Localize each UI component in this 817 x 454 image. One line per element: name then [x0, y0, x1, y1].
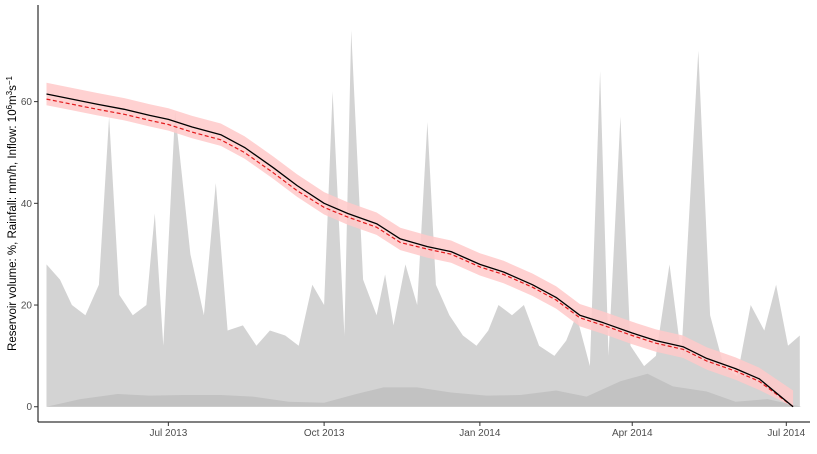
y-axis-title-unit-s: s — [7, 85, 19, 91]
y-axis-title-unit-m: m — [7, 95, 19, 105]
x-tick-label: Apr 2014 — [612, 428, 653, 439]
x-tick-label: Oct 2013 — [304, 428, 345, 439]
observed-line-series — [46, 93, 794, 408]
inflow-series — [46, 30, 800, 407]
y-axis-title: Reservoir volume: %, Rainfall: mm/h, Inf… — [5, 75, 20, 351]
y-tick-label: 60 — [21, 97, 33, 108]
inflow-area — [46, 30, 800, 407]
y-axis-title-exp-6: 6 — [5, 104, 14, 109]
y-tick-label: 0 — [26, 402, 32, 413]
axes: 0 20 40 60 Jul 2013 Oct 2013 Jan 2014 Apr 2014… — [21, 5, 810, 439]
y-tick-label: 40 — [21, 199, 33, 210]
observed-line — [46, 93, 794, 408]
x-axis-ticks: Jul 2013 Oct 2013 Jan 2014 Apr 2014 Jul 2014 — [149, 422, 806, 439]
rainfall-series — [46, 373, 802, 407]
x-tick-label: Jul 2014 — [767, 428, 805, 439]
y-tick-label: 20 — [21, 301, 33, 312]
plot-area — [46, 30, 802, 408]
y-axis-ticks: 0 20 40 60 — [21, 97, 38, 413]
y-axis-title-exp-3: 3 — [5, 90, 14, 95]
x-tick-label: Jul 2013 — [149, 428, 187, 439]
y-axis-title-exp-minus-1: −1 — [5, 75, 14, 85]
rainfall-area — [46, 373, 802, 407]
y-axis-title-main: Reservoir volume: %, Rainfall: mm/h, Inf… — [7, 109, 19, 351]
x-tick-label: Jan 2014 — [459, 428, 501, 439]
